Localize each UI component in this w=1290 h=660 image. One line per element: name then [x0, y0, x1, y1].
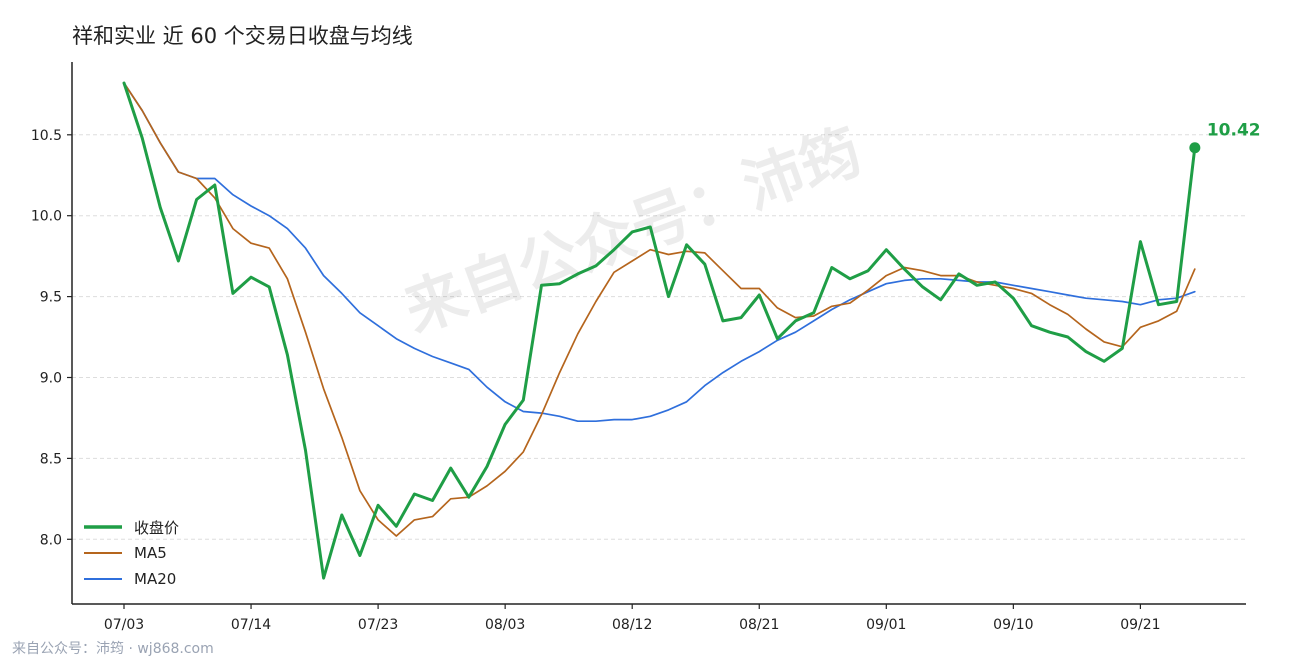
series-line-close	[122, 81, 1197, 580]
x-tick-label: 09/21	[1120, 617, 1160, 633]
series-line-ma5	[123, 82, 1196, 537]
legend-item-ma20: MA20	[84, 566, 179, 592]
legend-label-close: 收盘价	[134, 518, 180, 537]
last-value-label: 10.42	[1207, 121, 1261, 141]
series-line-ma20	[123, 82, 1196, 423]
x-tick-label: 07/03	[104, 617, 144, 633]
legend-item-close: 收盘价	[84, 514, 179, 540]
x-tick-label: 07/23	[358, 617, 398, 633]
y-tick-label: 9.0	[40, 370, 62, 386]
legend-label-ma20: MA20	[134, 570, 177, 588]
x-tick-label: 09/01	[866, 617, 906, 633]
last-value-marker-group: 10.42	[1189, 121, 1261, 154]
x-axis-ticks: 07/03 07/14 07/23 08/03 08/12 08/21 09/01 09/10…	[104, 604, 1161, 633]
legend-swatch-ma20	[84, 578, 122, 580]
x-tick-label: 09/10	[993, 617, 1033, 633]
footer-source: 来自公众号：沛筠 · wj868.com	[12, 641, 214, 657]
legend: 收盘价 MA5 MA20	[84, 514, 179, 592]
x-tick-label: 08/21	[739, 617, 779, 633]
legend-item-ma5: MA5	[84, 540, 179, 566]
y-tick-label: 8.5	[40, 451, 62, 467]
y-axis-ticks: 8.0 8.5 9.0 9.5 10.0 10.5	[31, 128, 72, 548]
chart-title: 祥和实业 近 60 个交易日收盘与均线	[72, 24, 413, 48]
y-tick-label: 8.0	[40, 532, 62, 548]
x-tick-label: 08/03	[485, 617, 525, 633]
series-lines	[122, 81, 1197, 580]
y-tick-label: 10.5	[31, 128, 62, 144]
legend-label-ma5: MA5	[134, 544, 167, 562]
legend-swatch-close	[84, 525, 122, 529]
y-tick-label: 10.0	[31, 209, 62, 225]
legend-swatch-ma5	[84, 552, 122, 554]
last-value-marker	[1189, 142, 1201, 154]
y-tick-label: 9.5	[40, 290, 62, 306]
x-tick-label: 08/12	[612, 617, 652, 633]
x-tick-label: 07/14	[231, 617, 271, 633]
axes	[71, 62, 1246, 605]
